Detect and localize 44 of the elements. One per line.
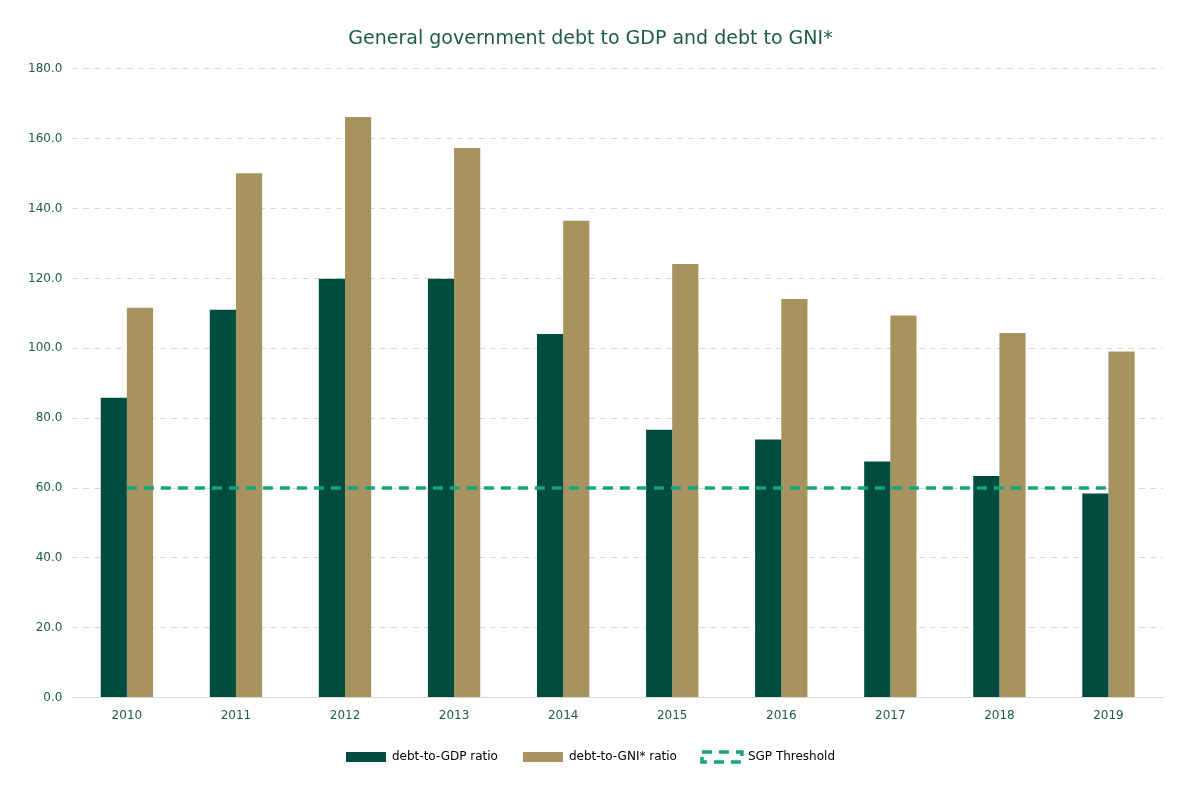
y-tick-label: 140.0 [27, 200, 63, 215]
x-tick-label: 2018 [984, 707, 1015, 722]
legend-label: SGP Threshold [747, 749, 836, 764]
bar [100, 397, 127, 698]
x-tick-label: 2010 [111, 707, 143, 722]
y-tick-label: 60.0 [35, 480, 63, 495]
x-tick-label: 2012 [329, 707, 361, 722]
bar [1082, 493, 1109, 698]
y-tick-label: 160.0 [27, 130, 63, 145]
chart-title: General government debt to GDP and debt to GNI* [348, 26, 833, 49]
bar [235, 173, 263, 698]
bar [318, 278, 346, 698]
bar [672, 264, 699, 698]
x-tick-label: 2013 [438, 707, 470, 722]
bar [755, 439, 782, 698]
bar [427, 278, 455, 698]
legend-label: debt-to-GNI* ratio [568, 749, 677, 764]
bar [890, 315, 917, 698]
x-tick-label: 2017 [875, 707, 906, 722]
bar [536, 333, 564, 698]
legend-label: debt-to-GDP ratio [391, 749, 498, 764]
bar [345, 117, 372, 698]
y-tick-label: 100.0 [27, 340, 63, 355]
y-tick-label: 180.0 [27, 60, 63, 75]
y-tick-label: 0.0 [43, 689, 63, 704]
y-tick-label: 20.0 [35, 619, 63, 634]
bar [646, 429, 673, 698]
bar [999, 332, 1026, 698]
bar [1108, 351, 1135, 698]
bar [209, 309, 236, 698]
bar [563, 220, 590, 698]
bar [781, 299, 808, 698]
bar [454, 148, 481, 698]
y-tick-label: 40.0 [35, 549, 63, 564]
x-tick-label: 2014 [547, 707, 579, 722]
bar [126, 307, 154, 698]
bar [973, 476, 1000, 698]
y-tick-label: 120.0 [27, 270, 63, 285]
x-tick-label: 2015 [656, 707, 688, 722]
y-tick-label: 80.0 [35, 410, 63, 425]
x-tick-label: 2011 [220, 707, 252, 722]
x-tick-label: 2019 [1093, 707, 1124, 722]
x-tick-label: 2016 [766, 707, 797, 722]
bar [864, 461, 891, 698]
